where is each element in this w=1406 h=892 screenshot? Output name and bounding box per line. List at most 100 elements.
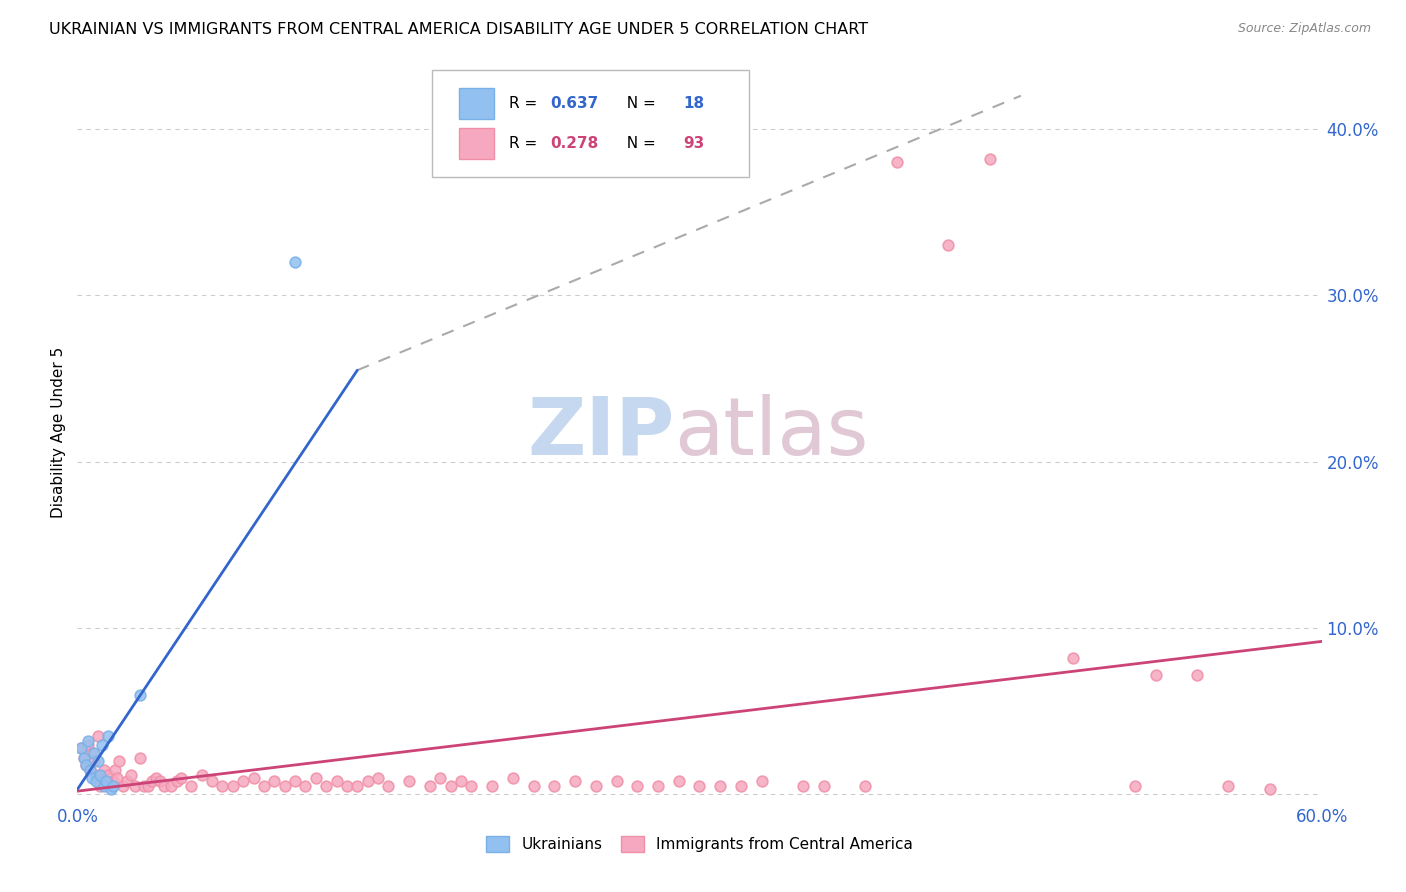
Point xyxy=(75,757,97,772)
Point xyxy=(336,779,359,793)
Point xyxy=(191,767,214,781)
Text: UKRAINIAN VS IMMIGRANTS FROM CENTRAL AMERICA DISABILITY AGE UNDER 5 CORRELATION : UKRAINIAN VS IMMIGRANTS FROM CENTRAL AME… xyxy=(49,22,869,37)
Text: 0.278: 0.278 xyxy=(550,136,599,151)
Point xyxy=(253,779,276,793)
Point xyxy=(159,779,181,793)
Point xyxy=(294,779,316,793)
Point xyxy=(523,779,546,793)
Point xyxy=(398,774,420,789)
Point xyxy=(104,763,127,777)
Text: R =: R = xyxy=(509,96,543,112)
Point xyxy=(180,779,202,793)
Point xyxy=(89,767,111,781)
Point xyxy=(84,774,107,789)
Point xyxy=(689,779,711,793)
Point xyxy=(115,774,138,789)
Text: N =: N = xyxy=(617,96,661,112)
Point xyxy=(132,779,155,793)
Point xyxy=(111,779,134,793)
Point xyxy=(450,774,472,789)
Point xyxy=(325,774,347,789)
Point xyxy=(124,779,146,793)
Point xyxy=(730,779,752,793)
Point xyxy=(89,779,111,793)
Point xyxy=(149,774,172,789)
Point xyxy=(145,771,167,785)
Point xyxy=(886,155,908,169)
Point xyxy=(419,779,441,793)
Point xyxy=(83,746,105,760)
Point xyxy=(429,771,451,785)
Point xyxy=(1218,779,1240,793)
Point xyxy=(170,771,193,785)
Point xyxy=(141,774,163,789)
Text: R =: R = xyxy=(509,136,543,151)
Point xyxy=(626,779,648,793)
Point xyxy=(79,763,101,777)
Y-axis label: Disability Age Under 5: Disability Age Under 5 xyxy=(51,347,66,518)
Text: 18: 18 xyxy=(683,96,704,112)
Point xyxy=(1187,667,1209,681)
Point xyxy=(813,779,835,793)
Point xyxy=(284,774,307,789)
Point xyxy=(274,779,297,793)
Point xyxy=(153,779,176,793)
Point xyxy=(377,779,399,793)
Point xyxy=(100,779,122,793)
Point xyxy=(585,779,607,793)
Point xyxy=(76,738,98,752)
Point xyxy=(222,779,245,793)
Point xyxy=(87,754,110,768)
Point xyxy=(357,774,380,789)
Point xyxy=(201,774,224,789)
Point xyxy=(1062,651,1084,665)
Point xyxy=(80,771,103,785)
Point xyxy=(91,738,114,752)
FancyBboxPatch shape xyxy=(460,88,494,120)
Text: atlas: atlas xyxy=(675,393,869,472)
Point xyxy=(855,779,877,793)
Point xyxy=(1258,782,1281,797)
Point xyxy=(481,779,503,793)
Point xyxy=(105,771,128,785)
Point xyxy=(606,774,628,789)
Point xyxy=(1123,779,1146,793)
Text: N =: N = xyxy=(617,136,661,151)
Point xyxy=(96,774,118,789)
Point xyxy=(96,774,118,789)
Point xyxy=(83,754,105,768)
Point xyxy=(75,757,97,772)
Point xyxy=(315,779,337,793)
Point xyxy=(72,751,94,765)
Point xyxy=(367,771,389,785)
Point xyxy=(242,771,264,785)
Point xyxy=(72,751,94,765)
Point xyxy=(502,771,524,785)
Point xyxy=(108,754,131,768)
Point xyxy=(84,767,107,781)
Point xyxy=(93,763,115,777)
Text: 0.637: 0.637 xyxy=(550,96,599,112)
Point xyxy=(647,779,669,793)
Point xyxy=(100,782,122,797)
FancyBboxPatch shape xyxy=(460,128,494,159)
Text: 93: 93 xyxy=(683,136,704,151)
Point xyxy=(128,751,150,765)
Point xyxy=(93,779,115,793)
Point xyxy=(263,774,285,789)
Point xyxy=(305,771,328,785)
FancyBboxPatch shape xyxy=(432,70,749,178)
Point xyxy=(564,774,586,789)
Point xyxy=(97,767,120,781)
Point xyxy=(211,779,233,793)
Point xyxy=(76,734,98,748)
Legend: Ukrainians, Immigrants from Central America: Ukrainians, Immigrants from Central Amer… xyxy=(479,830,920,858)
Point xyxy=(284,255,307,269)
Text: Source: ZipAtlas.com: Source: ZipAtlas.com xyxy=(1237,22,1371,36)
Point xyxy=(101,774,124,789)
Point xyxy=(79,763,101,777)
Point xyxy=(80,746,103,760)
Point xyxy=(87,729,110,743)
Point xyxy=(346,779,368,793)
Point xyxy=(70,740,93,755)
